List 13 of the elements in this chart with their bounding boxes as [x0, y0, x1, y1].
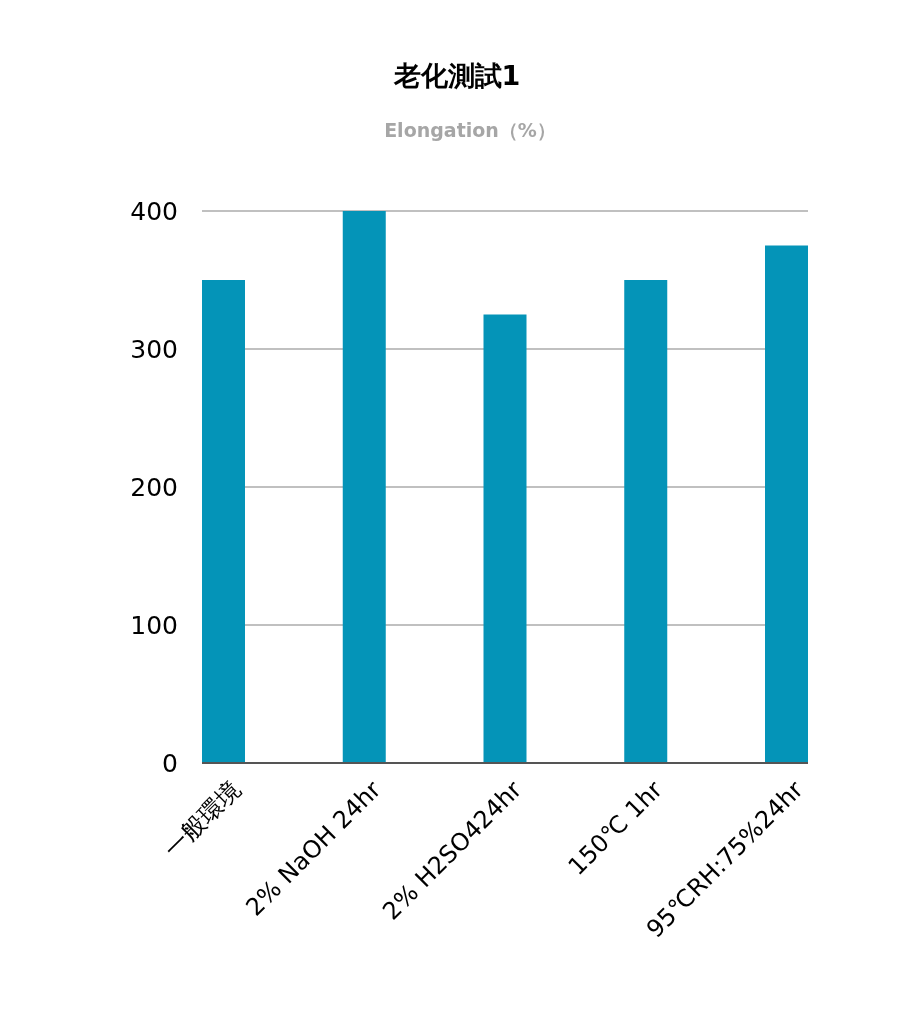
y-tick-label: 200: [130, 473, 178, 502]
bar: [624, 280, 668, 763]
bar: [483, 314, 527, 763]
bar: [202, 280, 245, 763]
y-tick-label: 400: [130, 197, 178, 226]
y-tick-label: 300: [130, 335, 178, 364]
bar: [342, 211, 386, 763]
y-tick-label: 0: [162, 749, 178, 778]
bar: [765, 245, 808, 763]
x-tick-label: 一般環境: [158, 775, 246, 864]
chart-title: 老化測試1: [392, 60, 521, 91]
chart-subtitle: Elongation（%）: [384, 119, 556, 141]
y-tick-label: 100: [130, 611, 178, 640]
